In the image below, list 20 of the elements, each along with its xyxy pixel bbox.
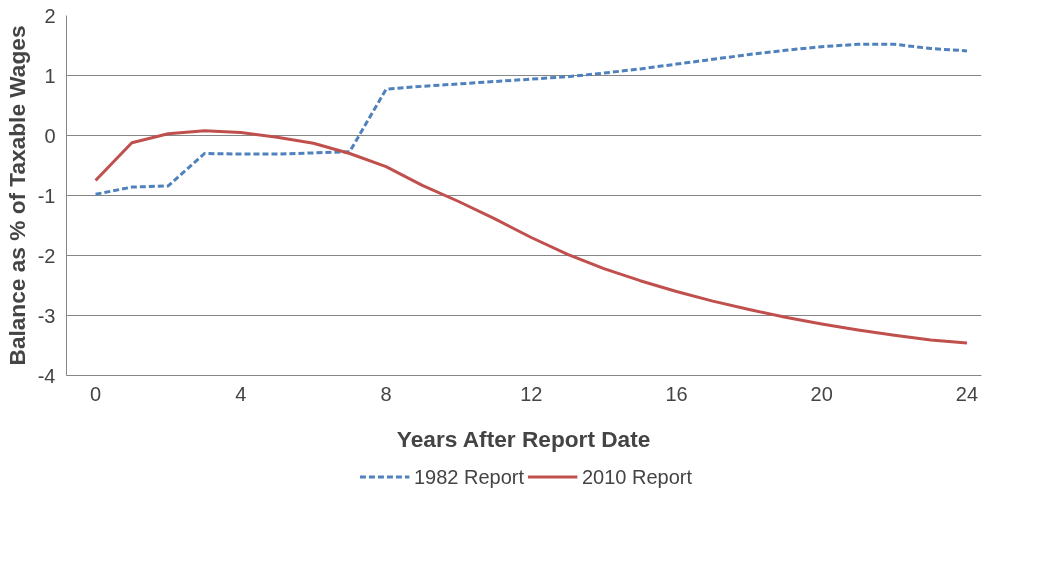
legend-label: 1982 Report bbox=[413, 465, 524, 488]
x-tick-label: 12 bbox=[520, 382, 543, 405]
y-tick-label: -3 bbox=[37, 304, 56, 327]
y-tick-label: 0 bbox=[44, 124, 56, 147]
y-tick-label: -4 bbox=[37, 364, 56, 387]
y-tick-label: 2 bbox=[44, 4, 56, 27]
x-axis-title: Years After Report Date bbox=[396, 425, 651, 452]
x-tick-label: 0 bbox=[89, 382, 102, 405]
y-tick-label: -2 bbox=[37, 244, 56, 267]
y-tick-label: 1 bbox=[44, 64, 56, 87]
x-tick-label: 8 bbox=[380, 382, 392, 405]
y-axis-title: Balance as % of Taxable Wages bbox=[3, 25, 30, 366]
legend-label: 2010 Report bbox=[582, 465, 693, 488]
line-series bbox=[94, 42, 969, 196]
x-tick-label: 24 bbox=[955, 382, 979, 405]
x-tick-label: 16 bbox=[665, 382, 688, 405]
line-series bbox=[94, 129, 969, 345]
y-tick-label: -1 bbox=[37, 184, 56, 207]
x-tick-label: 20 bbox=[810, 382, 833, 405]
x-tick-label: 4 bbox=[235, 382, 247, 405]
